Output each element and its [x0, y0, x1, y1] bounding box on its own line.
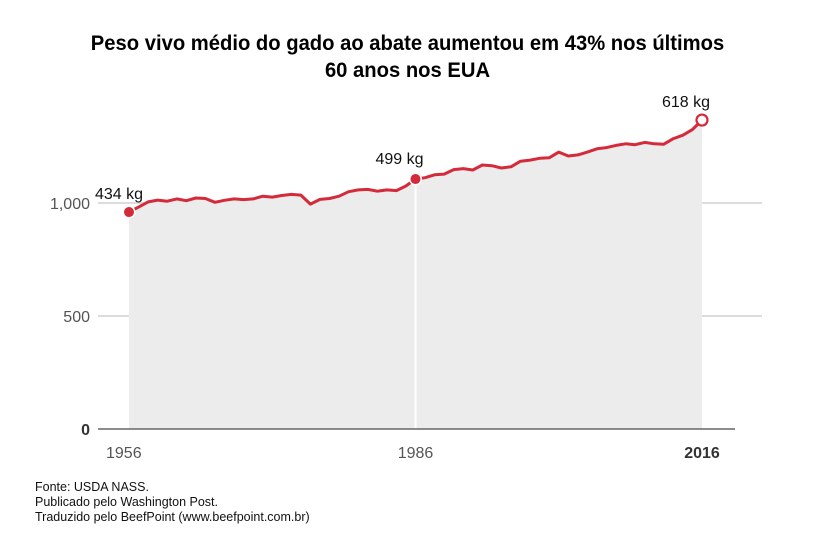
footer: Fonte: USDA NASS. Publicado pelo Washing…: [35, 480, 310, 525]
y-tick-label-0: 0: [81, 422, 90, 439]
y-tick-label-500: 500: [63, 309, 90, 326]
point-1956: [124, 207, 134, 218]
chart: 0 500 1,000 1956 1986 2016 434 kg 499 kg 618 k…: [50, 94, 762, 462]
chart-title-line-2: 60 anos nos EUA: [324, 58, 491, 82]
x-tick-label-2016: 2016: [684, 445, 720, 462]
y-axis-ticks: 0 500 1,000: [50, 196, 90, 439]
point-2016: [695, 113, 709, 127]
x-tick-label-1986: 1986: [398, 445, 434, 462]
annotations: 434 kg 499 kg 618 kg: [95, 94, 710, 203]
x-axis-ticks: 1956 1986 2016: [106, 445, 720, 462]
chart-title-line-1: Peso vivo médio do gado ao abate aumento…: [90, 31, 725, 55]
annotation-label-1986: 499 kg: [376, 151, 424, 168]
x-tick-label-1956: 1956: [106, 445, 142, 462]
chart-title: Peso vivo médio do gado ao abate aumento…: [24, 30, 790, 84]
point-1986: [410, 174, 421, 185]
annotation-label-2016: 618 kg: [662, 94, 710, 111]
footer-source: Fonte: USDA NASS.: [35, 480, 149, 494]
footer-translated: Traduzido pelo BeefPoint (www.beefpoint.…: [35, 510, 310, 524]
annotation-label-1956: 434 kg: [95, 186, 143, 203]
footer-published: Publicado pelo Washington Post.: [35, 495, 218, 509]
annotated-points: [122, 113, 709, 219]
y-tick-label-1000: 1,000: [50, 196, 90, 213]
